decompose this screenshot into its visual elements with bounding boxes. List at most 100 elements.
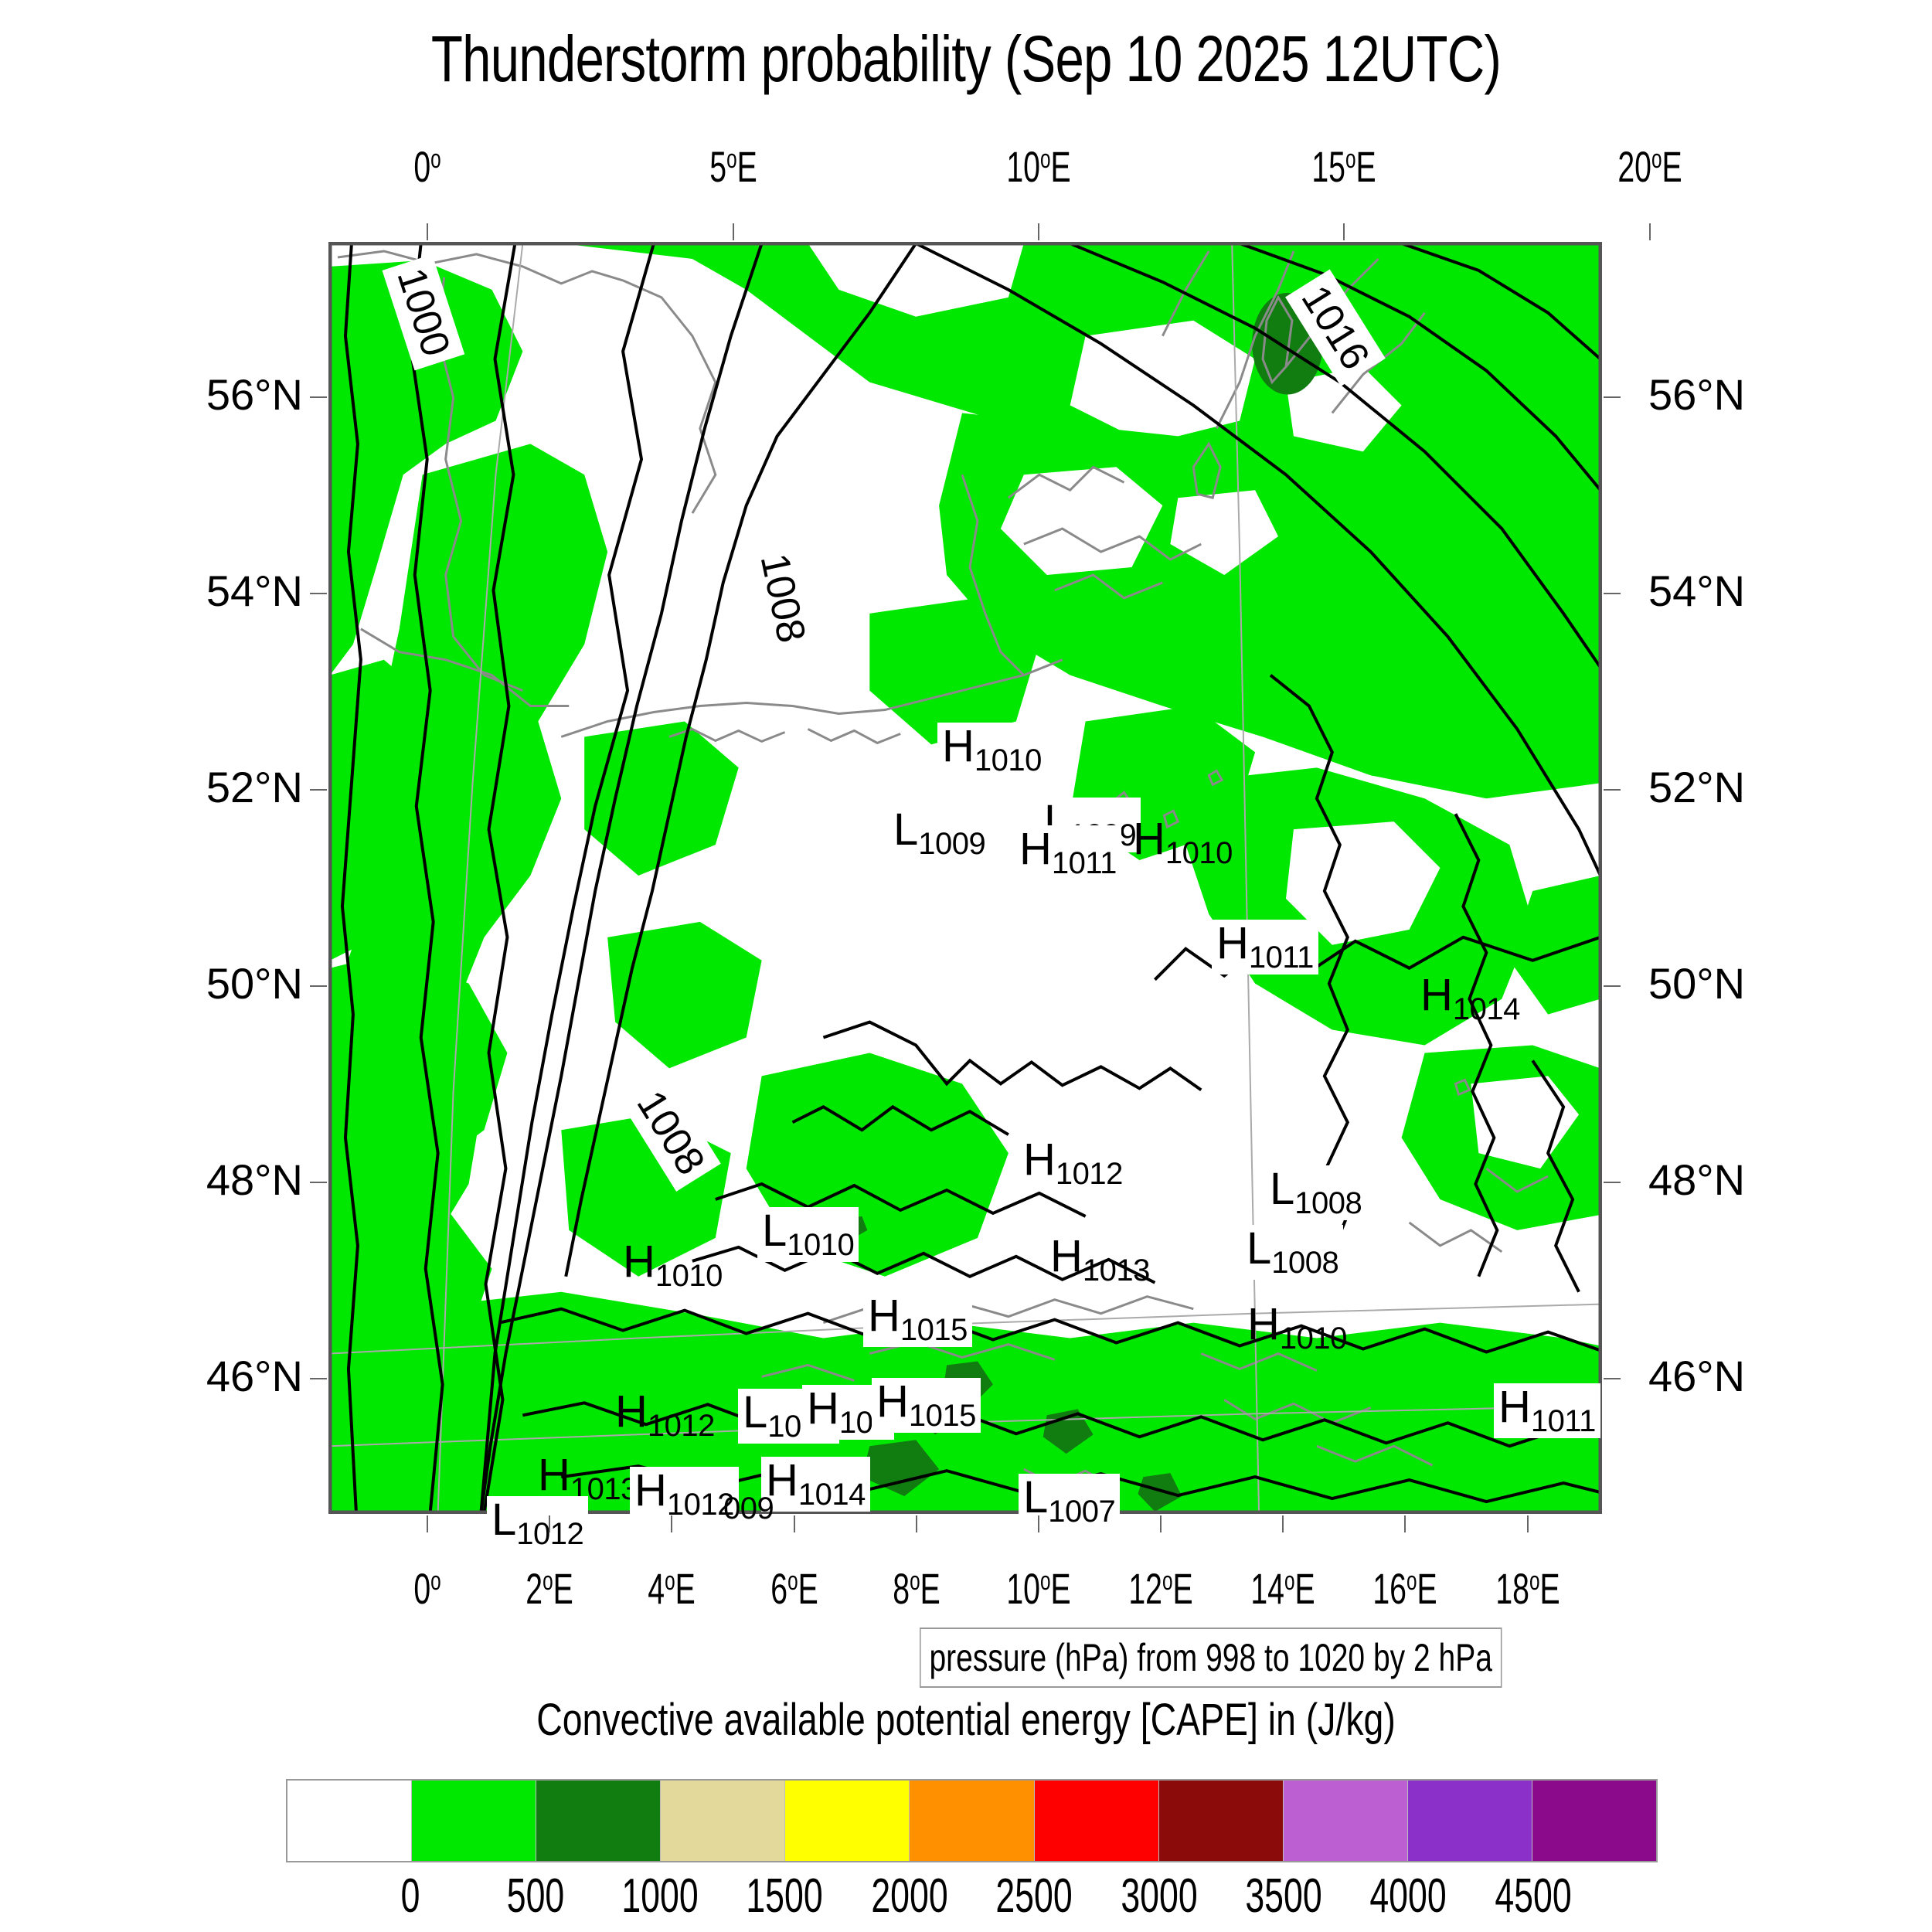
lon-label-bottom-16: 16oE — [1372, 1564, 1437, 1613]
lat-label-right-52: 52°N — [1648, 762, 1746, 811]
colorbar-swatch-3000-3500[interactable] — [1158, 1781, 1283, 1861]
pressure-centre-value: 1012 — [647, 1409, 715, 1443]
colorbar-swatch-<0[interactable] — [287, 1781, 412, 1861]
pressure-centre-type: H — [876, 1376, 909, 1427]
lon-tick-bottom-8 — [915, 1515, 917, 1532]
colorbar-swatch-1000-1500[interactable] — [660, 1781, 785, 1861]
lon-label-top-5: 5oE — [709, 142, 757, 191]
pressure-centre-value: 1010 — [1165, 836, 1233, 870]
lon-label-bottom-12: 12oE — [1128, 1564, 1193, 1613]
lat-tick-right-52 — [1604, 788, 1621, 791]
lat-tick-right-56 — [1604, 396, 1621, 398]
lon-tick-bottom-12 — [1160, 1515, 1162, 1532]
pressure-centre-h-1011: H1011 — [1212, 920, 1318, 975]
colorbar[interactable] — [286, 1779, 1658, 1862]
lat-label-left-56: 56°N — [206, 369, 303, 419]
pressure-centre-l-1012: L1012 — [487, 1495, 589, 1551]
pressure-centre-type: H — [1019, 824, 1052, 874]
colorbar-swatch->4500[interactable] — [1531, 1781, 1657, 1861]
lon-tick-bottom-2 — [549, 1515, 551, 1532]
pressure-centre-value: 1008 — [1271, 1246, 1339, 1280]
pressure-centre-type: H — [766, 1455, 798, 1505]
pressure-centre-type: L — [492, 1495, 517, 1545]
lon-tick-bottom-18 — [1526, 1515, 1529, 1532]
pressure-centre-h-1013: H1013 — [533, 1451, 642, 1506]
pressure-centre-h-1012: H1012 — [630, 1467, 739, 1522]
pressure-centre-type: H — [623, 1236, 655, 1287]
pressure-centre-type: H — [1050, 1231, 1083, 1281]
colorbar-swatch-2500-3000[interactable] — [1033, 1781, 1158, 1861]
lat-label-right-50: 50°N — [1648, 958, 1746, 1008]
lon-tick-top-5 — [732, 223, 734, 240]
pressure-caption: pressure (hPa) from 998 to 1020 by 2 hPa — [920, 1628, 1502, 1688]
pressure-centre-value: 1010 — [655, 1259, 723, 1293]
pressure-centre-l-1007: L1007 — [1019, 1474, 1121, 1529]
pressure-centre-type: L — [893, 804, 919, 855]
colorbar-tick-2000: 2000 — [871, 1869, 948, 1923]
colorbar-swatch-1500-2000[interactable] — [784, 1781, 910, 1861]
lon-tick-top-15 — [1343, 223, 1345, 240]
pressure-centre-value: 1010 — [787, 1228, 855, 1262]
pressure-centre-type: H — [1498, 1382, 1531, 1432]
pressure-centre-type: H — [807, 1383, 839, 1434]
colorbar-tick-1000: 1000 — [621, 1869, 699, 1923]
lat-label-left-54: 54°N — [206, 566, 303, 615]
lat-tick-left-56 — [310, 396, 327, 398]
lon-label-bottom-6: 6oE — [770, 1564, 818, 1613]
pressure-centre-value: 1014 — [798, 1478, 866, 1512]
pressure-centre-type: H — [634, 1465, 667, 1515]
lon-tick-bottom-6 — [793, 1515, 795, 1532]
pressure-centre-type: H — [538, 1450, 570, 1500]
pressure-centre-type: H — [1216, 918, 1249, 968]
pressure-centre-value: 1015 — [908, 1399, 976, 1433]
lat-tick-left-54 — [310, 592, 327, 594]
pressure-centre-h-1011: H1011 — [1015, 825, 1121, 880]
lat-label-right-54: 54°N — [1648, 566, 1746, 615]
lon-tick-top-20 — [1648, 223, 1651, 240]
stray-contour-number: 009 — [723, 1492, 774, 1526]
lon-tick-bottom-0 — [427, 1515, 429, 1532]
colorbar-tick-4000: 4000 — [1369, 1869, 1447, 1923]
lat-tick-right-54 — [1604, 592, 1621, 594]
colorbar-tick-4500: 4500 — [1494, 1869, 1572, 1923]
pressure-centre-type: H — [1420, 970, 1453, 1020]
colorbar-tick-2500: 2500 — [995, 1869, 1073, 1923]
lat-tick-left-48 — [310, 1181, 327, 1183]
lon-label-top-0: 0o — [413, 142, 441, 191]
pressure-centre-value: 1008 — [1294, 1186, 1362, 1220]
lat-label-left-50: 50°N — [206, 958, 303, 1008]
lat-tick-right-50 — [1604, 985, 1621, 987]
pressure-centre-h-1010: H1010 — [1243, 1301, 1352, 1355]
pressure-isobars — [340, 243, 1600, 1512]
colorbar-swatch-500-1000[interactable] — [536, 1781, 661, 1861]
lon-tick-bottom-10 — [1037, 1515, 1039, 1532]
colorbar-tick-500: 500 — [506, 1869, 564, 1923]
pressure-centre-h-1013: H1013 — [1046, 1233, 1155, 1287]
pressure-centre-h-1012: H1012 — [1019, 1136, 1128, 1191]
lat-label-left-52: 52°N — [206, 762, 303, 811]
pressure-centre-value: 1007 — [1048, 1495, 1116, 1529]
lat-tick-right-48 — [1604, 1181, 1621, 1183]
lon-tick-bottom-16 — [1404, 1515, 1406, 1532]
pressure-centre-l-1009: L1009 — [889, 804, 991, 861]
pressure-centre-value: 1015 — [900, 1313, 968, 1347]
pressure-centre-value: 1009 — [918, 827, 986, 861]
lon-tick-top-0 — [427, 223, 429, 240]
lat-label-right-56: 56°N — [1648, 369, 1746, 419]
lon-tick-top-10 — [1037, 223, 1039, 240]
colorbar-swatch-0-500[interactable] — [411, 1781, 536, 1861]
pressure-centre-type: H — [1247, 1299, 1280, 1349]
lon-tick-bottom-14 — [1282, 1515, 1284, 1532]
colorbar-swatch-3500-4000[interactable] — [1282, 1781, 1407, 1861]
pressure-centre-value: 1012 — [1055, 1157, 1123, 1191]
pressure-centre-h-1010: H1010 — [937, 723, 1046, 777]
lon-label-bottom-2: 2oE — [526, 1564, 573, 1613]
colorbar-swatch-2000-2500[interactable] — [909, 1781, 1034, 1861]
colorbar-swatch-4000-4500[interactable] — [1406, 1781, 1532, 1861]
lon-label-bottom-18: 18oE — [1495, 1564, 1560, 1613]
map-border — [330, 243, 1600, 1512]
pressure-centre-value: 1011 — [1051, 846, 1117, 880]
pressure-centre-l-1008: L1008 — [1242, 1225, 1344, 1280]
pressure-centre-type: H — [942, 721, 975, 771]
lat-tick-right-46 — [1604, 1377, 1621, 1379]
